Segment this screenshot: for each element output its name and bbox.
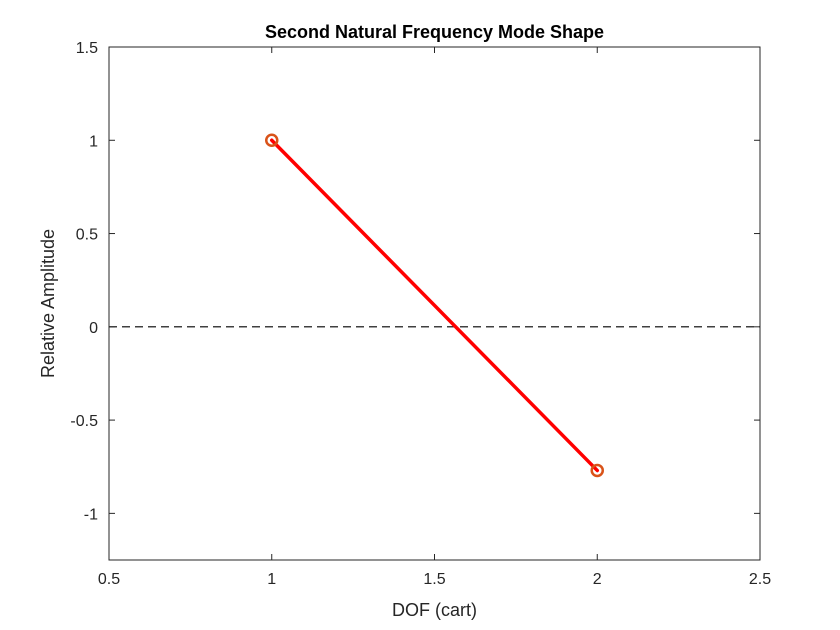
x-tick-label: 2.5 xyxy=(749,571,771,588)
series-line xyxy=(270,138,599,473)
data-point xyxy=(590,463,604,478)
x-tick-label: 1 xyxy=(267,571,276,588)
y-tick-label: -1 xyxy=(84,506,98,523)
y-tick-label: 1.5 xyxy=(76,40,98,57)
y-tick-label: 0.5 xyxy=(76,227,98,244)
y-tick-label: -0.5 xyxy=(70,413,98,430)
ticks-group: 0.5 1 1.5 2 2.5 -1 -0.5 0 0.5 1 1.5 xyxy=(70,40,771,588)
x-tick-label: 1.5 xyxy=(423,571,445,588)
series-group xyxy=(265,133,604,478)
y-axis-label: Relative Amplitude xyxy=(38,229,58,378)
x-axis-label: DOF (cart) xyxy=(392,600,477,620)
y-tick-label: 0 xyxy=(89,320,98,337)
y-tick-label: 1 xyxy=(89,133,98,150)
data-point xyxy=(265,133,279,148)
chart-title: Second Natural Frequency Mode Shape xyxy=(265,22,604,42)
x-tick-label: 0.5 xyxy=(98,571,120,588)
x-tick-label: 2 xyxy=(593,571,602,588)
